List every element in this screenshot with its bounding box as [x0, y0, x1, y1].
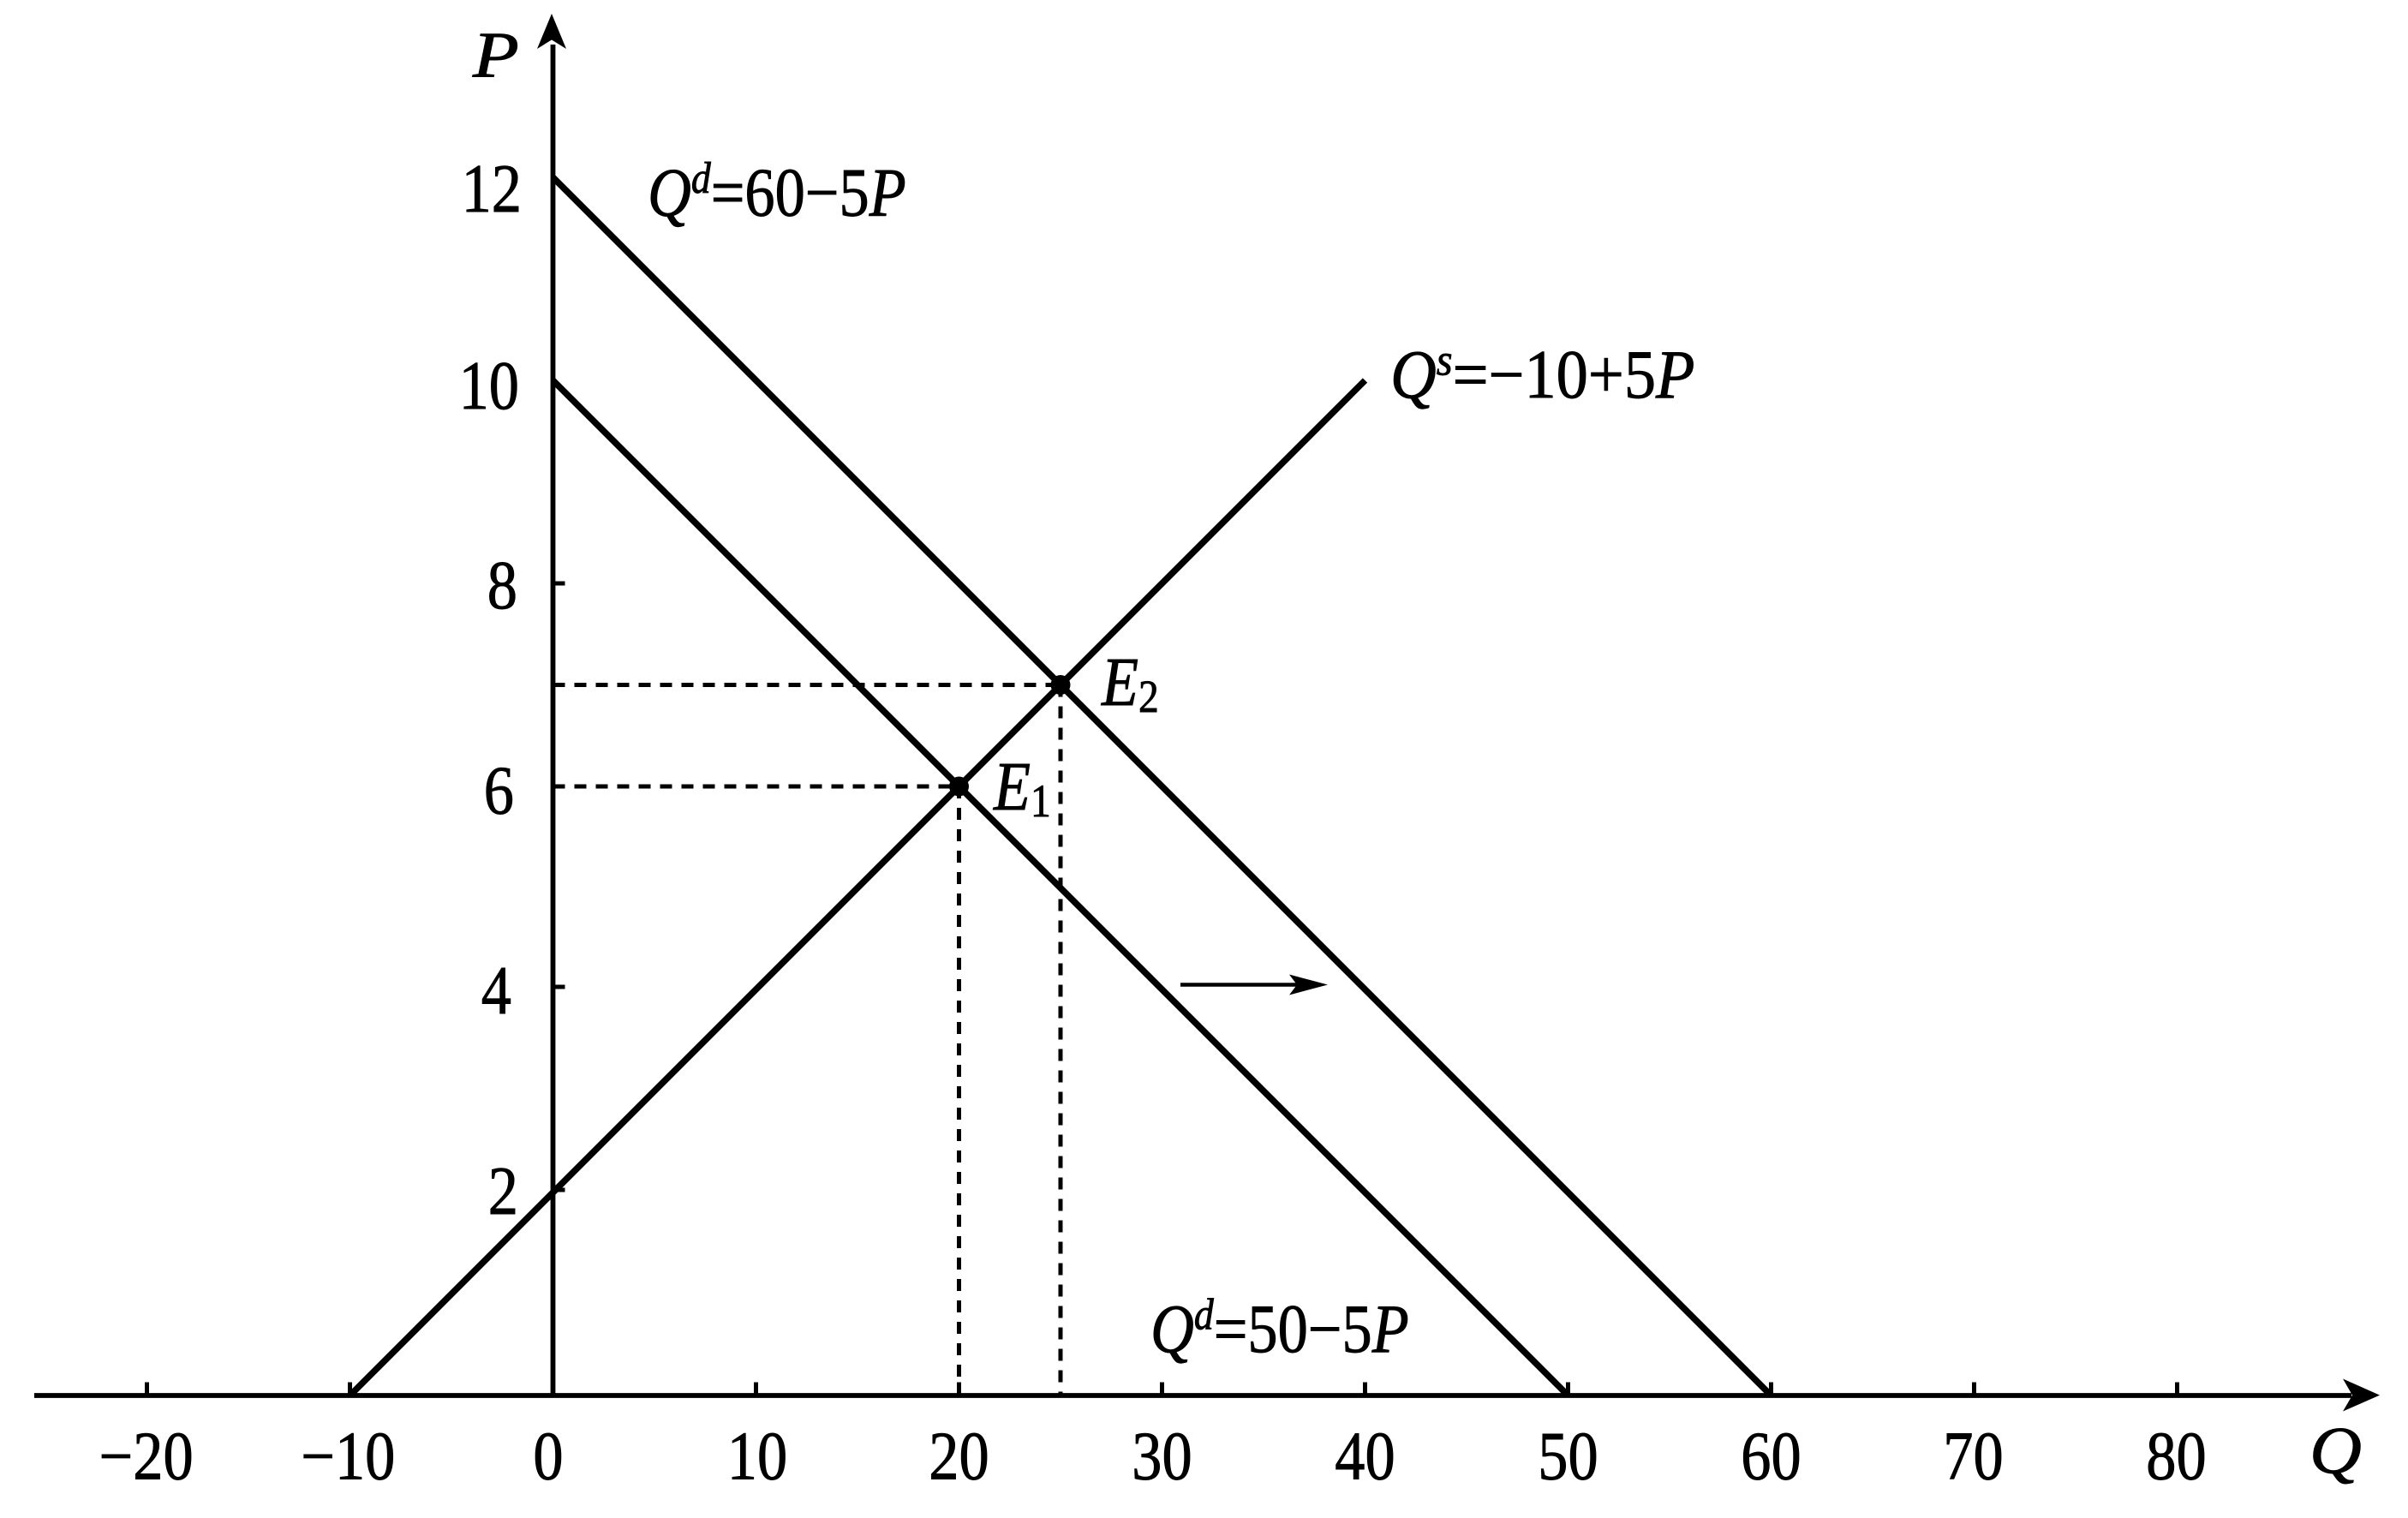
svg-text:20: 20	[929, 1419, 989, 1494]
svg-text:30: 30	[1132, 1419, 1192, 1494]
svg-text:10: 10	[727, 1419, 787, 1494]
svg-text:8: 8	[487, 548, 517, 624]
svg-text:−10: −10	[301, 1419, 395, 1494]
svg-text:Qs=−10+5P: Qs=−10+5P	[1390, 335, 1694, 413]
svg-text:60: 60	[1741, 1419, 1801, 1494]
svg-text:0: 0	[533, 1419, 563, 1494]
svg-text:−20: −20	[99, 1419, 194, 1494]
svg-text:50: 50	[1538, 1419, 1598, 1494]
svg-text:40: 40	[1335, 1419, 1395, 1494]
svg-text:P: P	[472, 19, 519, 91]
svg-text:Qd=60−5P: Qd=60−5P	[648, 152, 906, 230]
svg-text:12: 12	[462, 152, 522, 227]
svg-text:10: 10	[459, 349, 519, 424]
svg-text:E1: E1	[993, 750, 1051, 828]
svg-text:E2: E2	[1101, 645, 1159, 723]
svg-text:2: 2	[488, 1154, 518, 1229]
svg-text:70: 70	[1943, 1419, 2003, 1494]
svg-text:80: 80	[2146, 1419, 2206, 1494]
svg-text:4: 4	[481, 953, 511, 1029]
svg-text:Qd=50−5P: Qd=50−5P	[1150, 1289, 1409, 1367]
svg-text:Q: Q	[2309, 1413, 2362, 1487]
svg-text:6: 6	[484, 753, 514, 828]
